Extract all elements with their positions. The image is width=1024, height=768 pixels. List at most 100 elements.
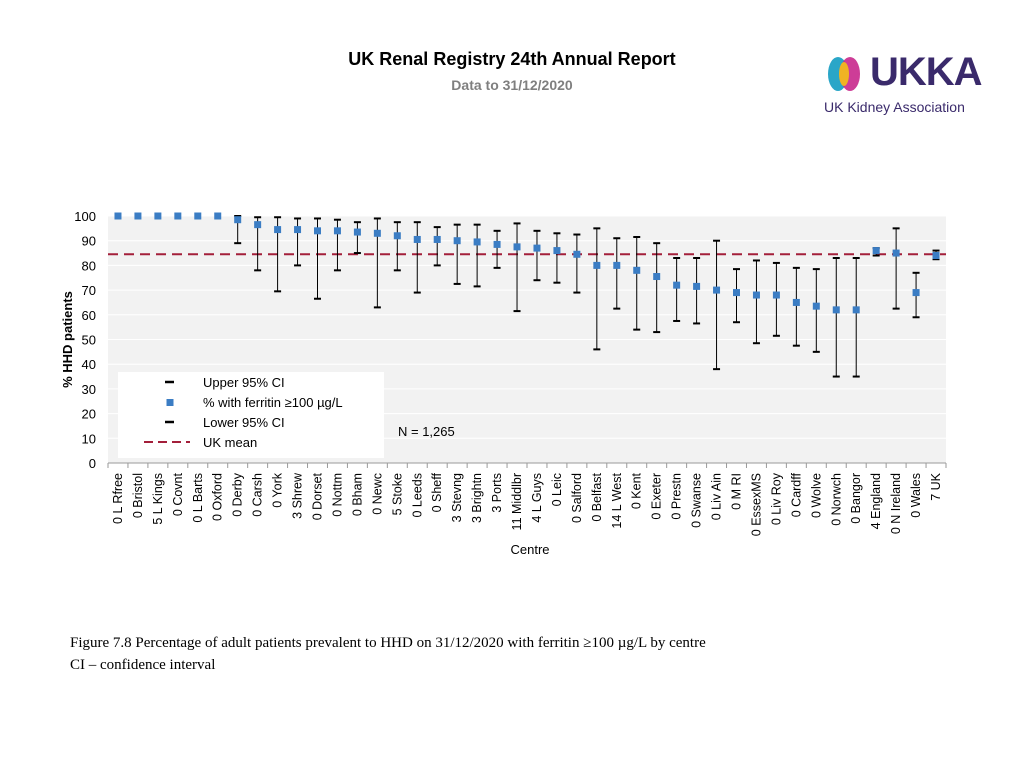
legend-mean-label: UK mean bbox=[203, 435, 257, 450]
data-point bbox=[832, 306, 840, 314]
data-point bbox=[613, 261, 621, 269]
x-tick-label: 4 England bbox=[869, 473, 883, 529]
data-point bbox=[932, 252, 940, 260]
caption-line-1: Figure 7.8 Percentage of adult patients … bbox=[70, 635, 706, 651]
data-point bbox=[194, 212, 202, 220]
ferritin-chart: 0 10 20 30 40 50 60 70 80 90 100 0 L Rfree 0 Bristol… bbox=[60, 209, 947, 557]
data-point bbox=[473, 238, 481, 246]
y-tick-label: 20 bbox=[82, 407, 96, 422]
logo-name: UK Kidney Association bbox=[824, 99, 965, 115]
data-point bbox=[174, 212, 182, 220]
data-point bbox=[752, 291, 760, 299]
x-tick-label: 0 Sheff bbox=[430, 472, 444, 512]
data-point bbox=[353, 228, 361, 236]
kidney-logo-icon bbox=[828, 57, 860, 91]
data-point bbox=[234, 216, 242, 224]
legend-marker-label: % with ferritin ≥100 µg/L bbox=[203, 395, 343, 410]
x-tick-label: 3 Ports bbox=[490, 473, 504, 513]
y-tick-label: 0 bbox=[89, 456, 96, 471]
data-point bbox=[633, 266, 641, 274]
x-tick-label: 0 Salford bbox=[570, 473, 584, 523]
x-tick-label: 4 L Guys bbox=[530, 473, 544, 523]
data-point bbox=[792, 298, 800, 306]
x-tick-label: 0 Carsh bbox=[251, 473, 265, 517]
n-annotation: N = 1,265 bbox=[398, 424, 455, 439]
data-point bbox=[373, 229, 381, 237]
data-point bbox=[892, 249, 900, 257]
data-point bbox=[673, 281, 681, 289]
y-axis-title: % HHD patients bbox=[60, 291, 75, 388]
x-tick-label: 0 Leic bbox=[550, 473, 564, 506]
y-tick-label: 40 bbox=[82, 357, 96, 372]
y-tick-label: 90 bbox=[82, 234, 96, 249]
data-point bbox=[154, 212, 162, 220]
legend-upper-label: Upper 95% CI bbox=[203, 375, 285, 390]
x-tick-label: 0 Belfast bbox=[590, 472, 604, 521]
x-tick-label: 0 York bbox=[271, 472, 285, 508]
x-tick-label: 0 Liv Roy bbox=[769, 472, 783, 525]
data-point bbox=[274, 226, 282, 234]
x-tick-label: 0 Cardff bbox=[789, 472, 803, 517]
x-tick-label: 0 Norwch bbox=[829, 473, 843, 526]
x-tick-label: 11 Middlbr bbox=[510, 473, 524, 530]
data-point bbox=[912, 289, 920, 297]
figure-caption: Figure 7.8 Percentage of adult patients … bbox=[70, 632, 706, 676]
data-point bbox=[114, 212, 122, 220]
x-tick-label: 14 L West bbox=[610, 472, 624, 528]
data-point bbox=[413, 235, 421, 243]
data-point bbox=[852, 306, 860, 314]
data-point bbox=[493, 240, 501, 248]
x-tick-label: 0 L Barts bbox=[191, 473, 205, 523]
data-point bbox=[533, 244, 541, 252]
data-point bbox=[733, 289, 740, 297]
report-subtitle: Data to 31/12/2020 bbox=[451, 77, 573, 93]
x-tick-label: 0 Wolve bbox=[809, 473, 823, 518]
caption-line-2: CI – confidence interval bbox=[70, 657, 216, 673]
data-point bbox=[593, 261, 601, 269]
data-point bbox=[294, 226, 302, 234]
data-point bbox=[314, 227, 321, 235]
x-tick-label: 0 Liv Ain bbox=[710, 473, 724, 520]
x-tick-label: 0 Nottm bbox=[330, 473, 344, 517]
y-tick-label: 50 bbox=[82, 333, 96, 348]
data-point bbox=[812, 302, 820, 310]
ukka-logo bbox=[822, 48, 997, 120]
x-tick-label: 0 Oxford bbox=[211, 473, 225, 521]
data-point bbox=[214, 212, 222, 220]
x-tick-label: 0 Derby bbox=[231, 472, 245, 517]
x-axis-title: Centre bbox=[510, 542, 549, 557]
x-tick-label: 0 Newc bbox=[370, 473, 384, 515]
x-tick-label: 0 Swanse bbox=[690, 473, 704, 528]
x-tick-label: 0 Prestn bbox=[670, 473, 684, 520]
x-tick-label: 0 N Ireland bbox=[889, 473, 903, 534]
x-tick-label: 0 EssexMS bbox=[749, 473, 763, 536]
data-point bbox=[333, 227, 341, 235]
x-tick-label: 3 Stevng bbox=[450, 473, 464, 522]
x-tick-label: 0 Leeds bbox=[410, 473, 424, 517]
x-tick-label: 0 Bristol bbox=[131, 473, 145, 518]
report-title: UK Renal Registry 24th Annual Report bbox=[348, 49, 676, 69]
x-tick-label: 3 Brightn bbox=[470, 473, 484, 523]
x-tick-label: 0 M RI bbox=[730, 473, 744, 510]
x-tick-label: 0 Bangor bbox=[849, 473, 863, 524]
data-point bbox=[573, 250, 581, 258]
data-point bbox=[653, 273, 661, 281]
x-tick-label: 0 Wales bbox=[909, 473, 923, 518]
legend-marker-symbol bbox=[166, 399, 174, 406]
y-tick-label: 30 bbox=[82, 382, 96, 397]
data-point bbox=[393, 232, 401, 240]
data-point bbox=[453, 237, 461, 245]
data-point bbox=[713, 286, 721, 294]
data-point bbox=[872, 247, 880, 255]
data-point bbox=[772, 291, 780, 299]
y-tick-label: 80 bbox=[82, 258, 96, 273]
x-tick-label: 5 L Kings bbox=[151, 473, 165, 525]
x-tick-label: 0 Dorset bbox=[311, 472, 325, 520]
data-point bbox=[513, 243, 521, 251]
data-point bbox=[254, 221, 262, 229]
x-tick-label: 7 UK bbox=[929, 472, 943, 500]
logo-brand: UKKA bbox=[870, 50, 983, 94]
legend-box bbox=[118, 372, 384, 458]
x-tick-label: 3 Shrew bbox=[291, 472, 305, 519]
y-tick-label: 100 bbox=[74, 209, 96, 224]
